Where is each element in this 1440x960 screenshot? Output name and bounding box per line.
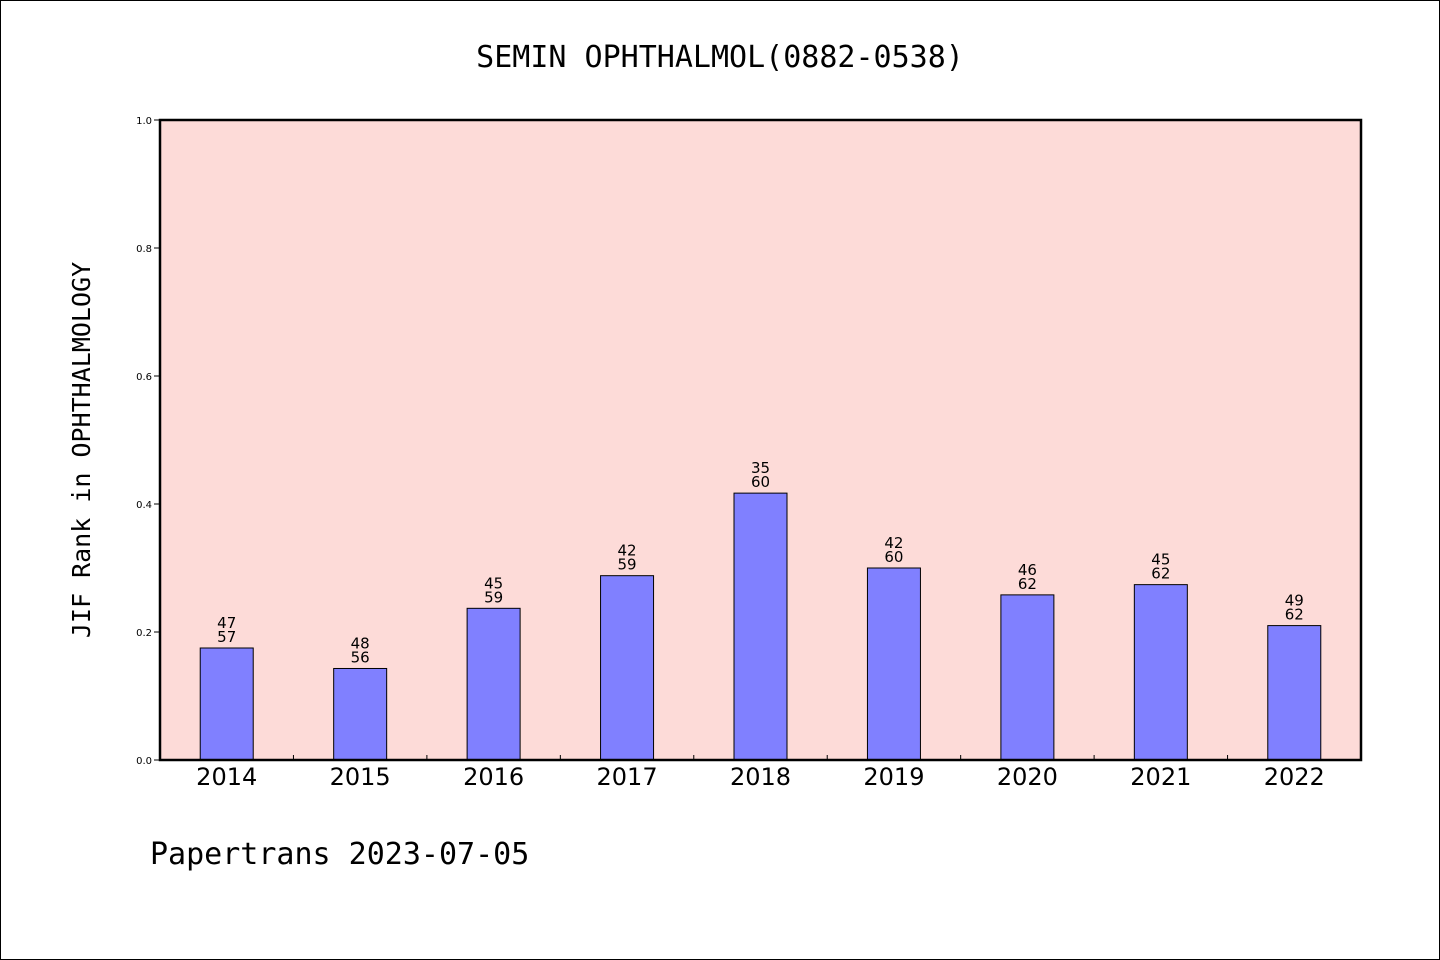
bar-total-label: 59 <box>618 556 637 574</box>
bar-total-label: 62 <box>1285 606 1304 624</box>
bar-series <box>199 492 1322 761</box>
x-axis-ticks: 2014 2015 2016 2017 2018 2019 2020 2021 2022 <box>196 755 1325 791</box>
y-tick-label: 0.0 <box>136 756 152 767</box>
bar-rank-label: 35 <box>751 459 770 477</box>
x-tick-label: 2021 <box>1130 763 1191 791</box>
bar-2017 <box>600 575 655 761</box>
x-tick-label: 2014 <box>196 763 257 791</box>
bar-2022 <box>1267 625 1322 761</box>
x-tick-label: 2020 <box>997 763 1058 791</box>
chart-title: SEMIN OPHTHALMOL(0882-0538) <box>476 40 964 75</box>
bar-rank-label: 45 <box>484 574 503 592</box>
x-tick-label: 2019 <box>863 763 924 791</box>
bar-rank-label: 47 <box>217 614 236 632</box>
bar-2021 <box>1133 584 1188 761</box>
bar-total-label: 56 <box>351 648 370 666</box>
bar-rank-label: 45 <box>1151 551 1170 569</box>
bar-2015 <box>333 667 388 761</box>
bar-rank-label: 49 <box>1285 592 1304 610</box>
bar-2020 <box>1000 594 1055 761</box>
bar-2016 <box>466 607 521 761</box>
x-tick-label: 2016 <box>463 763 524 791</box>
bar-total-label: 57 <box>217 628 236 646</box>
bar-total-label: 59 <box>484 588 503 606</box>
bar-total-label: 60 <box>884 548 903 566</box>
footer-source-date: Papertrans 2023-07-05 <box>150 837 529 872</box>
x-tick-label: 2022 <box>1264 763 1325 791</box>
bar-rank-label: 48 <box>351 634 370 652</box>
bar-rank-label: 42 <box>884 534 903 552</box>
y-axis-ticks: 0.0 0.2 0.4 0.6 0.8 1.0 <box>136 116 160 767</box>
bar-rank-label: 46 <box>1018 561 1037 579</box>
bar-2019 <box>866 567 921 761</box>
x-tick-label: 2015 <box>330 763 391 791</box>
x-tick-label: 2018 <box>730 763 791 791</box>
plot-border <box>158 118 1363 762</box>
y-tick-label: 1.0 <box>136 116 152 127</box>
bar-rank-label: 42 <box>618 542 637 560</box>
bar-total-label: 60 <box>751 473 770 491</box>
y-tick-label: 0.4 <box>136 500 152 511</box>
y-tick-label: 0.2 <box>136 628 152 639</box>
y-tick-label: 0.8 <box>136 244 152 255</box>
x-tick-label: 2017 <box>597 763 658 791</box>
bar-2014 <box>199 647 254 761</box>
y-axis-label: JIF Rank in OPHTHALMOLOGY <box>67 262 96 638</box>
bar-2018 <box>733 492 788 761</box>
y-tick-label: 0.6 <box>136 372 152 383</box>
bar-total-label: 62 <box>1018 575 1037 593</box>
bar-total-label: 62 <box>1151 565 1170 583</box>
